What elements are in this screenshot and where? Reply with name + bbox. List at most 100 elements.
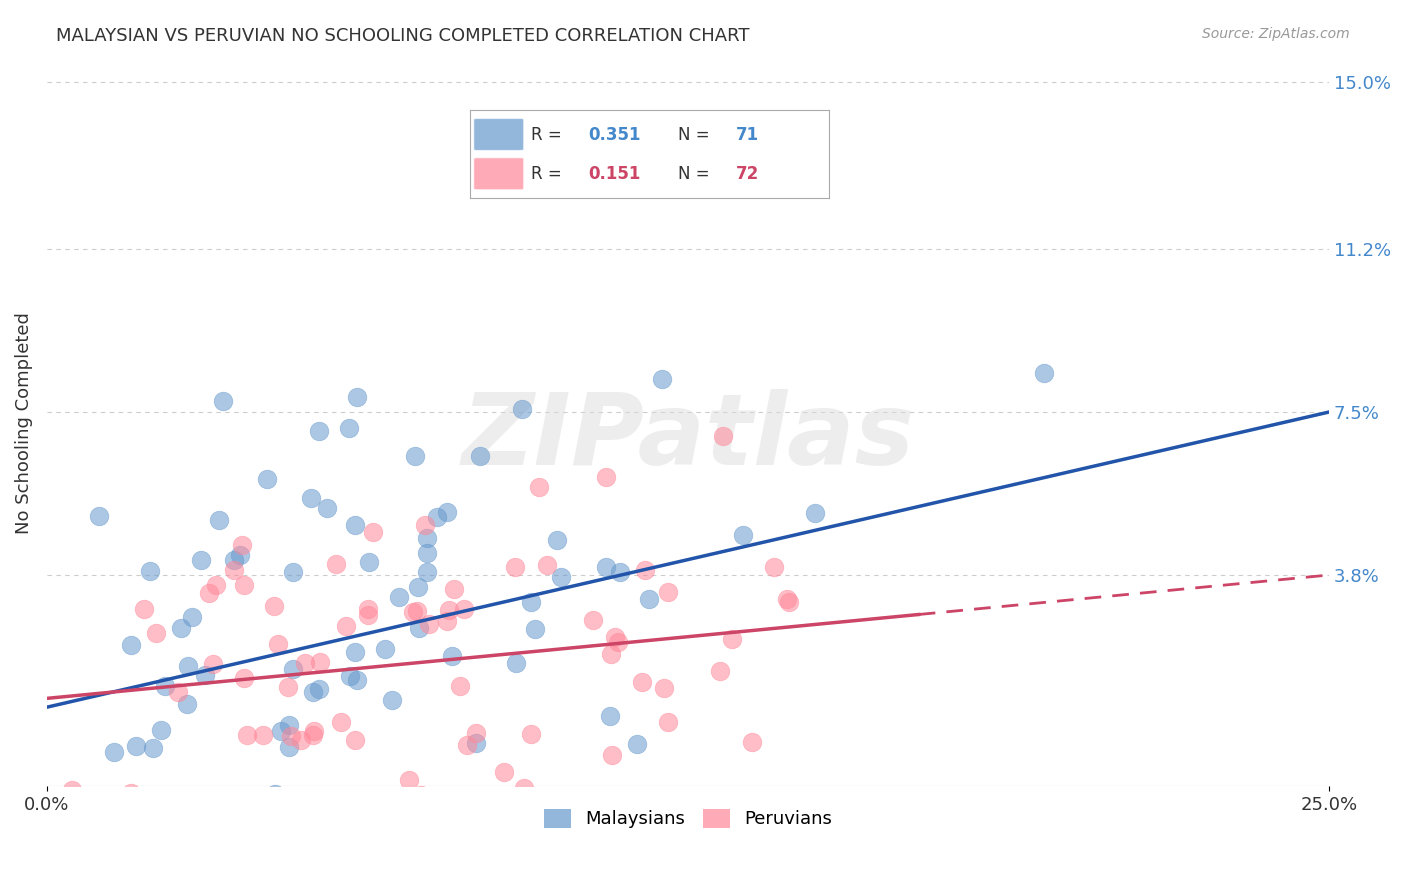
- Point: [634, 563, 657, 577]
- Point: [120, 786, 142, 800]
- Point: [510, 402, 533, 417]
- Point: [741, 734, 763, 748]
- Point: [224, 553, 246, 567]
- Point: [125, 739, 148, 753]
- Point: [299, 491, 322, 506]
- Point: [281, 565, 304, 579]
- Point: [309, 655, 332, 669]
- Point: [357, 602, 380, 616]
- Point: [344, 645, 367, 659]
- Point: [418, 616, 440, 631]
- Point: [344, 517, 367, 532]
- Point: [302, 727, 325, 741]
- Point: [546, 533, 568, 547]
- Point: [630, 675, 652, 690]
- Text: ZIPatlas: ZIPatlas: [461, 389, 914, 486]
- Point: [232, 671, 254, 685]
- Point: [652, 681, 675, 695]
- Point: [170, 622, 193, 636]
- Point: [609, 566, 631, 580]
- Point: [465, 736, 488, 750]
- Point: [89, 508, 111, 523]
- Point: [600, 747, 623, 762]
- Point: [150, 723, 173, 738]
- Point: [626, 737, 648, 751]
- Point: [456, 738, 478, 752]
- Point: [167, 684, 190, 698]
- Point: [270, 724, 292, 739]
- Point: [316, 500, 339, 515]
- Legend: Malaysians, Peruvians: Malaysians, Peruvians: [536, 802, 839, 836]
- Point: [520, 595, 543, 609]
- Point: [337, 421, 360, 435]
- Point: [416, 565, 439, 579]
- Point: [720, 632, 742, 646]
- Point: [145, 626, 167, 640]
- Point: [363, 524, 385, 539]
- Point: [413, 518, 436, 533]
- Point: [709, 665, 731, 679]
- Point: [343, 732, 366, 747]
- Point: [193, 825, 215, 839]
- Point: [280, 729, 302, 743]
- Point: [266, 637, 288, 651]
- Point: [437, 603, 460, 617]
- Point: [402, 606, 425, 620]
- Point: [302, 685, 325, 699]
- Point: [453, 601, 475, 615]
- Point: [638, 591, 661, 606]
- Point: [224, 563, 246, 577]
- Point: [416, 546, 439, 560]
- Point: [603, 630, 626, 644]
- Point: [357, 556, 380, 570]
- Point: [139, 564, 162, 578]
- Point: [201, 657, 224, 672]
- Point: [181, 610, 204, 624]
- Point: [235, 728, 257, 742]
- Point: [441, 649, 464, 664]
- Point: [350, 817, 373, 831]
- Point: [229, 548, 252, 562]
- Point: [439, 810, 461, 824]
- Point: [595, 560, 617, 574]
- Point: [346, 673, 368, 688]
- Point: [406, 580, 429, 594]
- Point: [443, 582, 465, 597]
- Point: [436, 504, 458, 518]
- Point: [657, 714, 679, 729]
- Point: [308, 681, 330, 696]
- Point: [464, 726, 486, 740]
- Point: [416, 531, 439, 545]
- Point: [256, 472, 278, 486]
- Point: [294, 657, 316, 671]
- Point: [520, 727, 543, 741]
- Point: [205, 578, 228, 592]
- Point: [582, 613, 605, 627]
- Point: [208, 513, 231, 527]
- Point: [290, 732, 312, 747]
- Point: [120, 638, 142, 652]
- Point: [346, 390, 368, 404]
- Point: [449, 679, 471, 693]
- Point: [411, 789, 433, 803]
- Point: [776, 591, 799, 606]
- Point: [231, 538, 253, 552]
- Point: [197, 586, 219, 600]
- Point: [408, 621, 430, 635]
- Point: [329, 714, 352, 729]
- Point: [200, 797, 222, 812]
- Point: [536, 558, 558, 572]
- Point: [277, 680, 299, 694]
- Point: [278, 718, 301, 732]
- Point: [763, 559, 786, 574]
- Point: [503, 560, 526, 574]
- Point: [436, 614, 458, 628]
- Y-axis label: No Schooling Completed: No Schooling Completed: [15, 312, 32, 534]
- Point: [381, 692, 404, 706]
- Point: [283, 662, 305, 676]
- Point: [357, 607, 380, 622]
- Point: [193, 668, 215, 682]
- Point: [494, 765, 516, 780]
- Point: [79, 816, 101, 830]
- Point: [252, 728, 274, 742]
